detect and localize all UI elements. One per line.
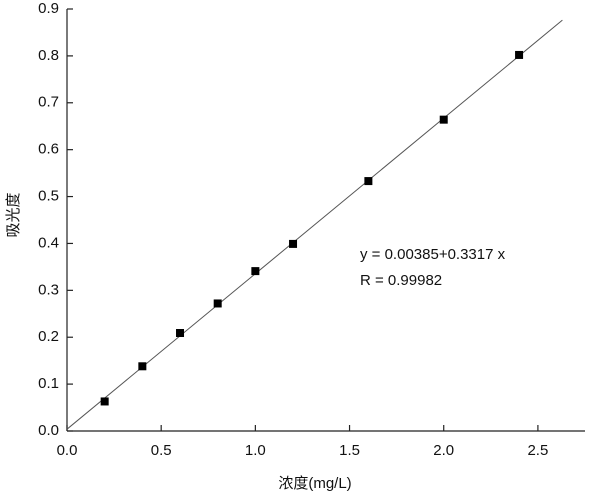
x-axis-label: 浓度(mg/L) — [278, 475, 351, 492]
point — [138, 362, 147, 371]
y-tick-label: 0.8 — [38, 47, 59, 64]
x-tick-label: 0.5 — [151, 442, 172, 459]
y-tick-label: 0.7 — [38, 94, 59, 111]
x-tick-label: 1.0 — [245, 442, 266, 459]
y-tick-label: 0.6 — [38, 141, 59, 158]
point — [364, 177, 373, 186]
point — [100, 397, 109, 406]
y-axis-label: 吸光度 — [5, 192, 22, 237]
x-tick-label: 2.0 — [433, 442, 454, 459]
y-tick-label: 0.1 — [38, 375, 59, 392]
y-tick-label: 0.2 — [38, 328, 59, 345]
x-tick-label: 0.0 — [57, 442, 78, 459]
y-tick-label: 0.0 — [38, 422, 59, 439]
point — [251, 267, 260, 276]
y-tick-label: 0.3 — [38, 281, 59, 298]
y-tick-label: 0.5 — [38, 188, 59, 205]
x-tick-label: 1.5 — [339, 442, 360, 459]
fit-line — [66, 19, 563, 430]
point — [439, 115, 448, 124]
point — [176, 329, 185, 338]
y-tick-label: 0.9 — [38, 0, 59, 17]
x-tick-label: 2.5 — [527, 442, 548, 459]
y-tick-label: 0.4 — [38, 234, 59, 251]
point — [289, 239, 298, 248]
point — [213, 299, 222, 308]
equation: y = 0.00385+0.3317 x — [360, 246, 506, 263]
point — [515, 50, 524, 59]
r-value: R = 0.99982 — [360, 272, 442, 289]
